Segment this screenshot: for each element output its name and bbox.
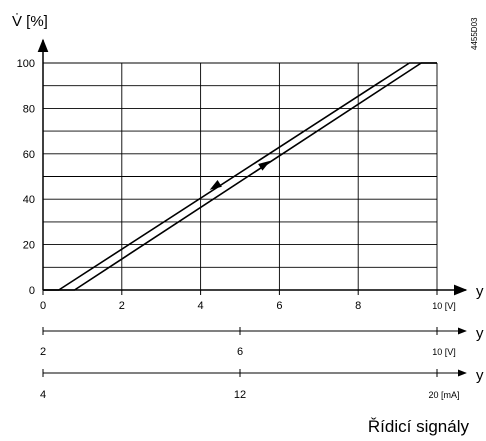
y-tick-label: 80 [23,103,35,115]
y-tick-label: 0 [29,285,35,297]
x-axis-3-unit: 20 [mA] [428,390,459,400]
tick-marks [42,290,438,377]
x3-tick-label: 12 [234,389,246,401]
x-axis-1-label: y [476,283,484,300]
x1-tick-label: 2 [119,300,125,312]
x-axis-2-label: y [476,325,484,342]
y-tick-label: 40 [23,194,35,206]
x1-tick-label: 6 [276,300,282,312]
y-tick-label: 100 [17,58,35,70]
tick-labels: 0 20 40 60 80 100 0 2 4 6 8 2 6 4 12 [17,58,362,401]
y-tick-label: 20 [23,240,35,252]
caption: Řídicí signály [368,417,470,436]
x2-tick-label: 2 [40,346,46,358]
direction-arrow-up [258,160,271,171]
y-axis-title: V̇ [%] [12,13,48,30]
x1-tick-label: 8 [355,300,361,312]
x1-tick-label: 4 [198,300,204,312]
x3-tick-label: 4 [40,389,46,401]
x-axis-2-unit: 10 [V] [432,347,456,357]
figure-code: 4455D03 [470,17,479,50]
x-axis-3-label: y [476,367,484,384]
x1-tick-label: 0 [40,300,46,312]
direction-arrow-down [209,180,222,190]
x-axis-1-unit: 10 [V] [432,301,456,311]
grid [43,62,438,290]
y-tick-label: 60 [23,149,35,161]
x2-tick-label: 6 [237,346,243,358]
